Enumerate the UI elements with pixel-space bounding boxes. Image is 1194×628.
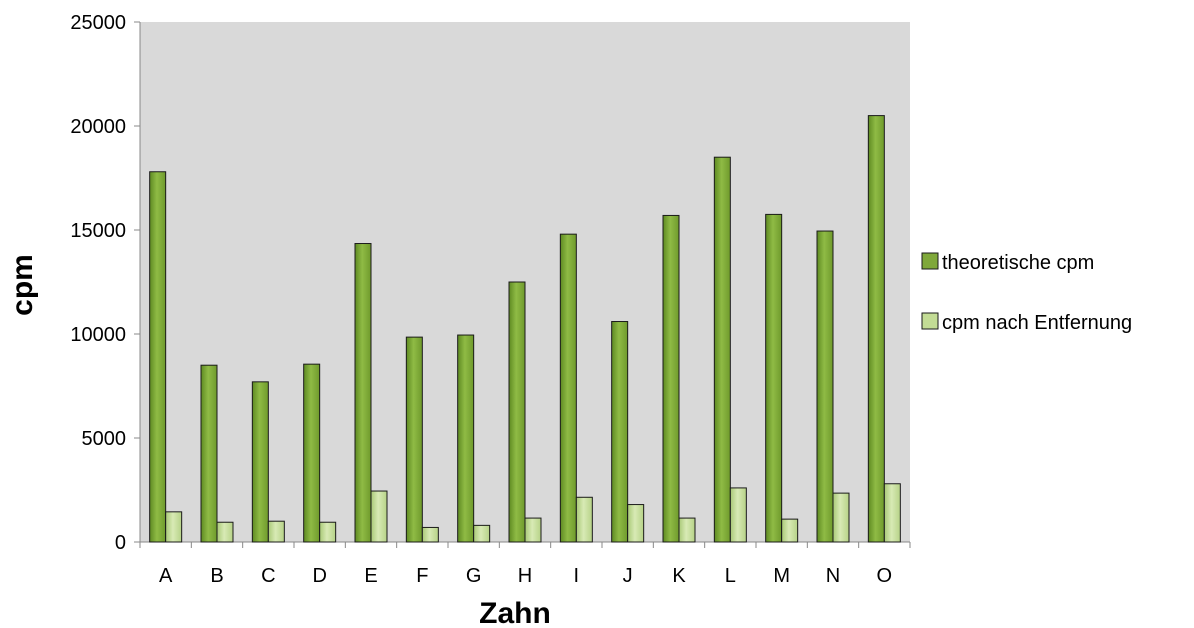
x-tick-label: G xyxy=(466,565,482,587)
y-tick-label: 15000 xyxy=(70,220,126,242)
legend-swatch xyxy=(921,312,939,330)
bar-theoretische-i xyxy=(559,233,577,543)
bar-nach-entfernung-n xyxy=(832,492,850,543)
bar-nach-entfernung-c xyxy=(267,520,285,543)
bar-theoretische-b xyxy=(200,364,218,543)
y-tick-label: 25000 xyxy=(70,12,126,34)
bar-theoretische-n xyxy=(816,230,834,543)
bar-theoretische-e xyxy=(354,243,372,543)
x-tick-label: N xyxy=(826,565,840,587)
y-tick-label: 0 xyxy=(115,532,126,554)
bar-theoretische-g xyxy=(457,334,475,543)
bar-nach-entfernung-i xyxy=(575,496,593,543)
bar-nach-entfernung-h xyxy=(524,517,542,543)
bar-nach-entfernung-o xyxy=(883,483,901,543)
bar-nach-entfernung-g xyxy=(473,524,491,543)
x-tick-label: A xyxy=(159,565,173,587)
bar-nach-entfernung-l xyxy=(729,487,747,543)
x-tick-label: J xyxy=(623,565,633,587)
bar-nach-entfernung-m xyxy=(781,518,799,543)
bar-theoretische-a xyxy=(149,171,167,543)
bar-nach-entfernung-j xyxy=(627,504,645,543)
x-axis-title: Zahn xyxy=(479,597,551,628)
bar-nach-entfernung-k xyxy=(678,517,696,543)
y-tick-label: 10000 xyxy=(70,324,126,346)
y-tick-label: 5000 xyxy=(82,428,127,450)
x-tick-label: B xyxy=(210,565,223,587)
y-axis-title: cpm xyxy=(6,254,39,316)
legend-label: theoretische cpm xyxy=(942,252,1094,274)
bar-nach-entfernung-f xyxy=(421,526,439,543)
legend-swatch xyxy=(921,252,939,270)
bar-theoretische-c xyxy=(251,381,269,543)
legend: theoretische cpm cpm nach Entfernung xyxy=(921,252,1132,334)
legend-label: cpm nach Entfernung xyxy=(942,312,1132,334)
bar-theoretische-m xyxy=(765,213,783,543)
x-tick-label: K xyxy=(672,565,686,587)
bar-theoretische-k xyxy=(662,214,680,543)
bar-nach-entfernung-d xyxy=(319,521,337,543)
bar-nach-entfernung-a xyxy=(165,511,183,543)
y-tick-label: 20000 xyxy=(70,116,126,138)
x-tick-label: I xyxy=(574,565,580,587)
x-tick-label: D xyxy=(312,565,326,587)
x-tick-label: C xyxy=(261,565,275,587)
bar-theoretische-f xyxy=(405,336,423,543)
x-tick-label: H xyxy=(518,565,532,587)
bar-theoretische-h xyxy=(508,281,526,543)
bar-theoretische-o xyxy=(867,115,885,543)
x-tick-label: M xyxy=(773,565,790,587)
bar-theoretische-l xyxy=(713,156,731,543)
bar-nach-entfernung-b xyxy=(216,521,234,543)
bar-theoretische-d xyxy=(303,363,321,543)
x-tick-label: F xyxy=(416,565,428,587)
x-tick-label: O xyxy=(877,565,893,587)
x-tick-label: L xyxy=(725,565,736,587)
bar-theoretische-j xyxy=(611,321,629,543)
x-tick-label: E xyxy=(364,565,377,587)
bar-nach-entfernung-e xyxy=(370,490,388,543)
